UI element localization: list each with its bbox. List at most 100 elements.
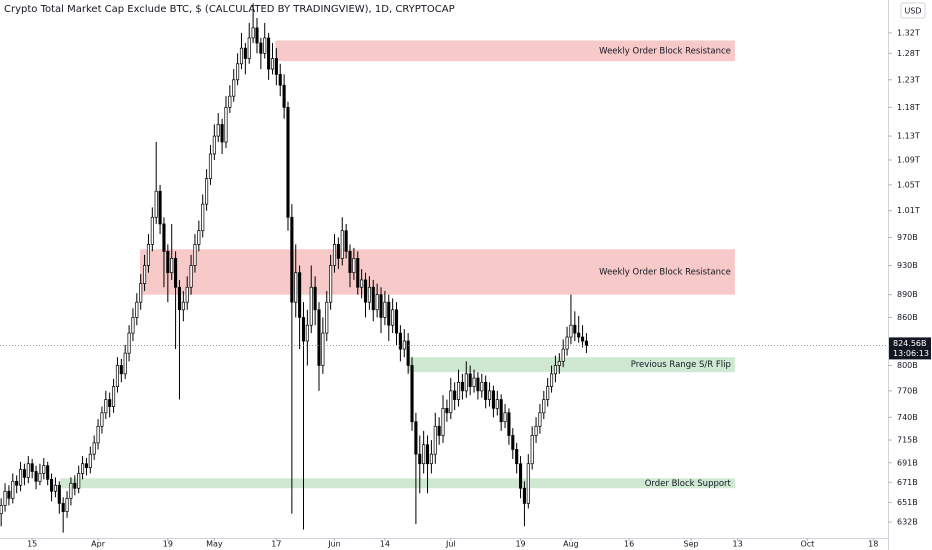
- y-tick-label: 1.09T: [897, 156, 920, 165]
- candle-body: [464, 373, 468, 392]
- candle-body: [143, 265, 147, 284]
- candle-body: [429, 453, 433, 465]
- candle-body: [309, 286, 313, 326]
- candle-body: [135, 301, 139, 318]
- candle-body: [166, 250, 170, 274]
- candle-body: [88, 453, 92, 468]
- candle-body: [46, 465, 50, 480]
- candle-body: [418, 453, 422, 465]
- candle-body: [569, 324, 573, 338]
- candle-body: [77, 473, 81, 489]
- candle-body: [356, 258, 360, 288]
- candle-body: [61, 503, 65, 512]
- candle-body: [344, 230, 348, 252]
- candle-body: [57, 484, 61, 504]
- candle-body: [546, 386, 550, 400]
- candle-body: [561, 348, 565, 362]
- x-tick-label: Jul: [445, 540, 456, 549]
- candle-body: [290, 216, 294, 303]
- y-tick-label: 740B: [897, 413, 918, 422]
- zones: Weekly Order Block Resistance Weekly Orde…: [60, 40, 735, 489]
- candle-body: [437, 425, 441, 436]
- candle-body: [197, 230, 201, 245]
- candle-body: [553, 365, 557, 375]
- y-tick-label: 715B: [897, 436, 918, 445]
- y-tick-label: 1.32T: [897, 28, 920, 37]
- y-tick-label: 1.23T: [897, 75, 920, 84]
- candle-body: [212, 135, 216, 155]
- candle-body: [239, 47, 244, 65]
- candle-body: [542, 399, 546, 414]
- candle-body: [42, 465, 46, 474]
- candle-body: [243, 47, 247, 59]
- candle-body: [104, 399, 108, 414]
- candle-body: [340, 230, 344, 259]
- candle-body: [449, 390, 453, 414]
- candle-body: [11, 480, 15, 499]
- candle-body: [550, 373, 554, 387]
- candle-body: [565, 336, 569, 350]
- candle-body: [321, 332, 325, 366]
- candle-body: [456, 381, 461, 400]
- last-price-label: 824.56B: [893, 339, 926, 348]
- axes: 632B 651B 671B 691B 715B 740B 770B 800B 860B 890B…: [0, 28, 931, 549]
- candle-body: [406, 340, 410, 366]
- x-tick-label: May: [206, 540, 223, 549]
- candle-body: [30, 463, 34, 472]
- candle-body: [174, 258, 178, 288]
- candle-body: [162, 223, 166, 252]
- candle-body: [305, 324, 309, 342]
- y-tick-label: 860B: [897, 313, 918, 322]
- candle-body: [515, 449, 519, 465]
- x-tick-label: 13: [733, 540, 743, 549]
- y-tick-label: 1.01T: [897, 206, 920, 215]
- candle-body: [274, 58, 278, 75]
- x-tick-label: 19: [163, 540, 173, 549]
- candle-body: [534, 425, 538, 436]
- last-price-box: [889, 337, 931, 360]
- candle-body: [301, 317, 306, 342]
- x-tick-label: 17: [271, 540, 281, 549]
- y-tick-label: 930B: [897, 261, 918, 270]
- candle-body: [379, 294, 383, 318]
- x-tick-label: Sep: [684, 540, 699, 549]
- y-tick-label: 770B: [897, 386, 918, 395]
- zone-label: Order Block Support: [645, 479, 732, 489]
- candle-body: [170, 258, 174, 274]
- y-tick-label: 691B: [897, 458, 918, 467]
- candle-body: [228, 95, 232, 108]
- candle-body: [332, 244, 337, 266]
- zone: [275, 40, 735, 62]
- candle-body: [371, 286, 375, 311]
- candle-body: [425, 444, 430, 465]
- y-tick-label: 970B: [897, 233, 918, 242]
- candle-body: [270, 58, 275, 70]
- candle-body: [69, 482, 73, 499]
- x-tick-label: 14: [380, 540, 390, 549]
- candle-body: [522, 487, 526, 504]
- candle-body: [511, 435, 515, 450]
- candle-body: [414, 421, 418, 455]
- candle-body: [255, 27, 259, 44]
- candle-body: [298, 272, 302, 318]
- y-tick-label: 632B: [897, 518, 918, 527]
- candle-body: [557, 360, 561, 366]
- candle-body: [286, 106, 290, 218]
- candle-body: [205, 178, 209, 205]
- y-tick-label: 651B: [897, 498, 918, 507]
- zone-label: Weekly Order Block Resistance: [599, 46, 731, 56]
- candle-body: [480, 381, 484, 392]
- candle-body: [499, 399, 503, 423]
- zone: [60, 478, 735, 489]
- x-tick-label: Apr: [91, 540, 106, 549]
- candle-body: [115, 365, 119, 387]
- candle-body: [208, 153, 213, 179]
- candle-body: [96, 425, 100, 444]
- candle-body: [15, 480, 19, 486]
- candle-body: [577, 332, 581, 338]
- candle-body: [181, 301, 185, 311]
- candle-body: [185, 286, 189, 303]
- candle-body: [282, 84, 286, 108]
- x-tick-label: Aug: [563, 540, 579, 549]
- candle-body: [201, 203, 205, 232]
